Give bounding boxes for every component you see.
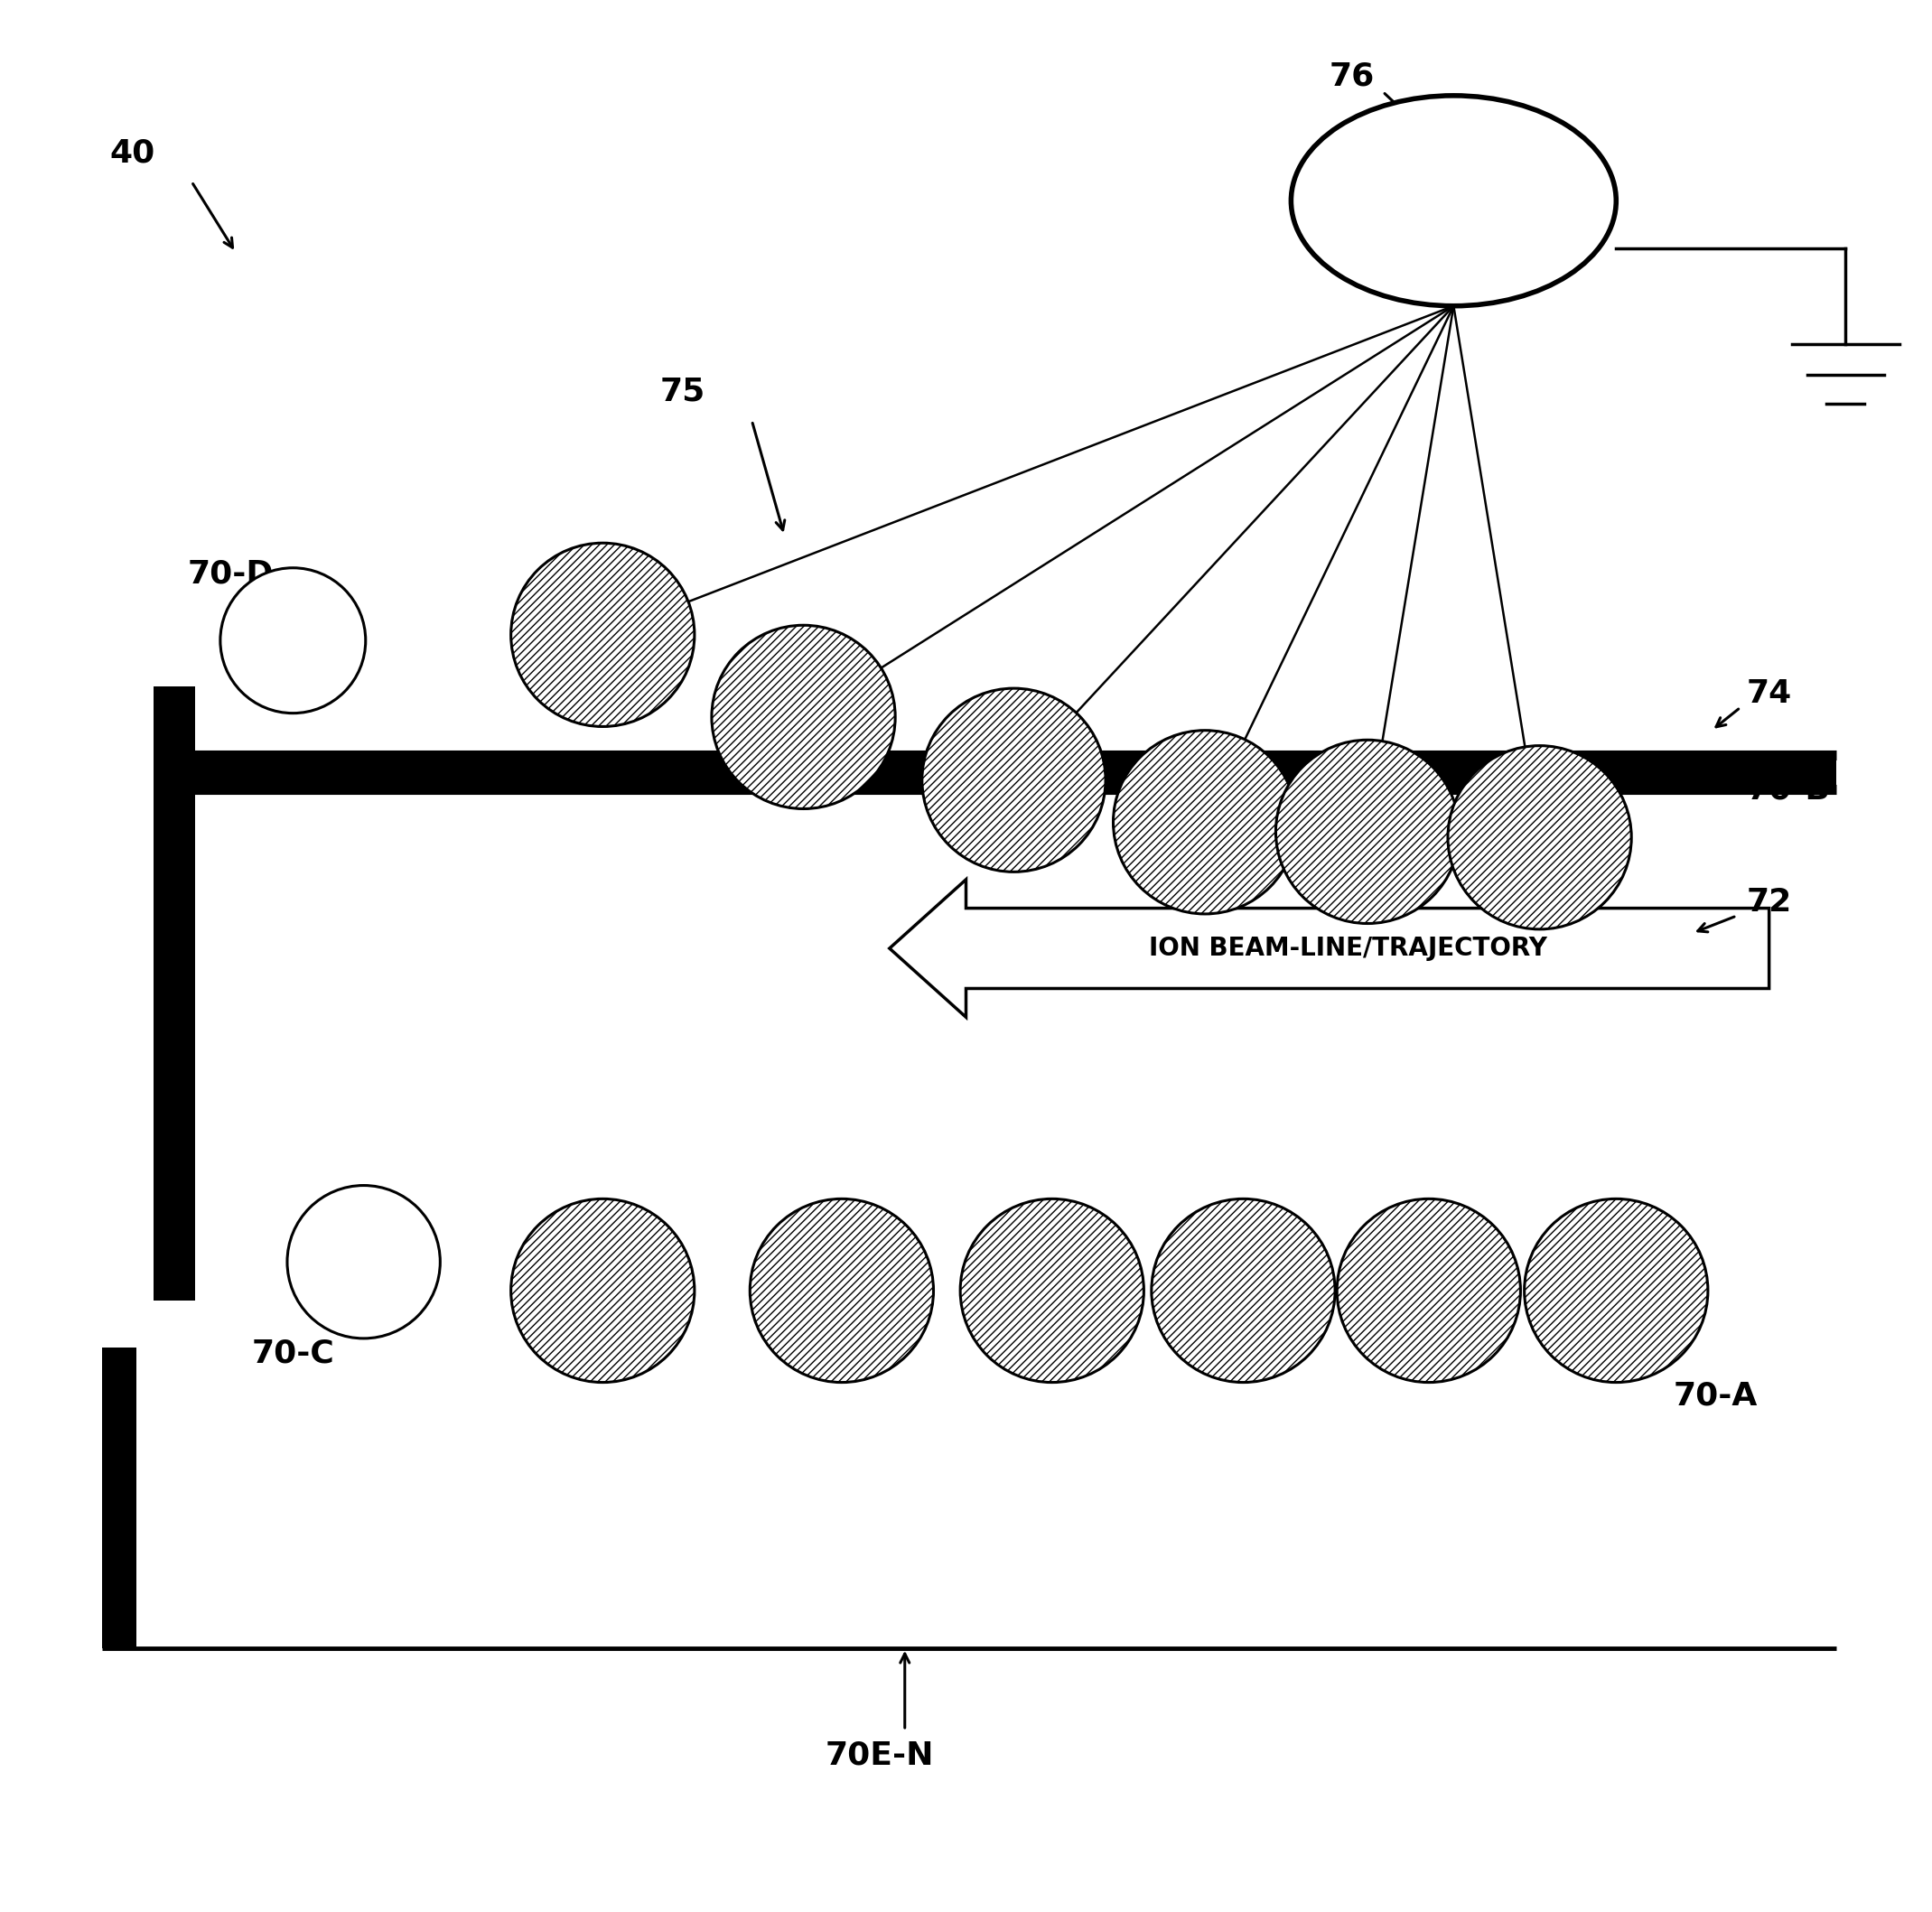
Circle shape: [510, 1199, 694, 1382]
Text: 74: 74: [1747, 679, 1791, 709]
Circle shape: [1337, 1199, 1520, 1382]
Text: 40: 40: [110, 138, 155, 168]
Text: 76: 76: [1329, 61, 1376, 92]
Circle shape: [711, 625, 895, 809]
Bar: [102, 1348, 135, 1648]
Bar: [153, 755, 1835, 790]
Text: 70-B: 70-B: [1747, 774, 1830, 805]
Text: ION BEAM-LINE/TRAJECTORY: ION BEAM-LINE/TRAJECTORY: [1150, 935, 1548, 962]
Circle shape: [1524, 1199, 1708, 1382]
Circle shape: [750, 1199, 933, 1382]
FancyArrow shape: [889, 880, 1770, 1017]
Circle shape: [220, 568, 365, 713]
Bar: [153, 686, 195, 1300]
Circle shape: [510, 543, 694, 727]
Text: 75: 75: [661, 377, 705, 407]
Circle shape: [1275, 740, 1459, 923]
Ellipse shape: [1291, 96, 1617, 306]
Text: 70E-N: 70E-N: [825, 1740, 935, 1771]
Circle shape: [288, 1185, 440, 1338]
Circle shape: [1113, 730, 1296, 914]
Circle shape: [1151, 1199, 1335, 1382]
Circle shape: [960, 1199, 1144, 1382]
Circle shape: [922, 688, 1105, 872]
Text: 70-A: 70-A: [1673, 1380, 1758, 1411]
Circle shape: [1447, 746, 1631, 929]
Text: 70-C: 70-C: [251, 1338, 334, 1369]
Text: 70-D: 70-D: [187, 558, 274, 589]
Text: 72: 72: [1747, 887, 1791, 918]
